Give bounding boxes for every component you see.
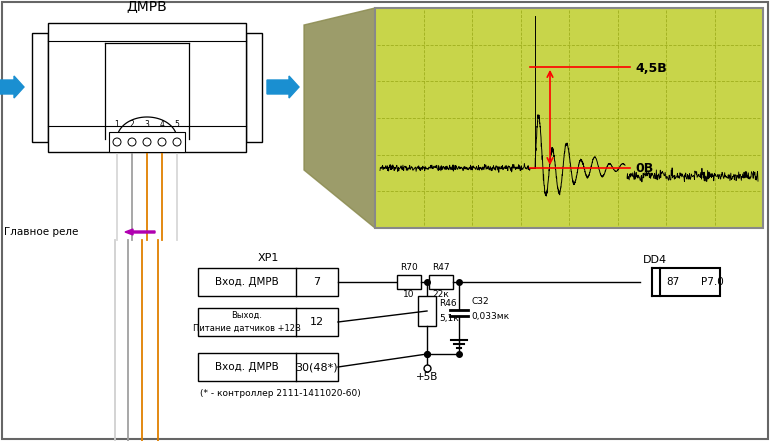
- Text: 10: 10: [403, 290, 415, 299]
- Circle shape: [113, 138, 121, 146]
- Bar: [375, 8, 763, 228]
- Text: (* - контроллер 2111-1411020-60): (* - контроллер 2111-1411020-60): [200, 389, 361, 398]
- Text: R70: R70: [400, 263, 418, 272]
- Bar: [429, 275, 453, 289]
- FancyArrow shape: [125, 229, 155, 235]
- Text: 2: 2: [129, 120, 135, 129]
- Text: Вход. ДМРВ: Вход. ДМРВ: [215, 277, 279, 287]
- FancyArrow shape: [0, 76, 24, 98]
- Bar: [198, 308, 338, 336]
- Bar: [198, 353, 338, 381]
- Text: 87: 87: [666, 277, 679, 287]
- Circle shape: [128, 138, 136, 146]
- Bar: [32, 33, 48, 142]
- Text: 0,033мк: 0,033мк: [471, 311, 509, 321]
- Text: 4: 4: [159, 120, 165, 129]
- Text: 30(48*): 30(48*): [296, 362, 338, 372]
- Bar: [418, 296, 436, 326]
- Text: 5: 5: [175, 120, 179, 129]
- Text: ДМРВ: ДМРВ: [126, 0, 167, 13]
- Text: 5,1к: 5,1к: [439, 314, 459, 322]
- Bar: [397, 275, 421, 289]
- Text: 22к: 22к: [433, 290, 450, 299]
- Text: P7.0: P7.0: [701, 277, 723, 287]
- Text: Выход.: Выход.: [232, 311, 263, 320]
- Circle shape: [173, 138, 181, 146]
- Bar: [198, 268, 338, 296]
- Bar: [109, 132, 185, 152]
- Text: 0В: 0В: [635, 162, 653, 176]
- Text: 4,5В: 4,5В: [635, 61, 667, 75]
- Text: +5В: +5В: [416, 372, 438, 382]
- Text: 12: 12: [310, 317, 324, 327]
- Polygon shape: [304, 8, 375, 228]
- Text: R47: R47: [432, 263, 450, 272]
- Circle shape: [158, 138, 166, 146]
- Text: 7: 7: [313, 277, 320, 287]
- Text: 3: 3: [145, 120, 149, 129]
- Text: Питание датчиков +12В: Питание датчиков +12В: [193, 324, 301, 333]
- Text: R46: R46: [439, 299, 457, 309]
- Text: DD4: DD4: [643, 255, 667, 265]
- Bar: [246, 33, 262, 142]
- Bar: [660, 268, 720, 296]
- Circle shape: [143, 138, 151, 146]
- FancyArrow shape: [267, 76, 299, 98]
- Bar: [48, 23, 246, 152]
- Text: С32: С32: [471, 298, 489, 306]
- Text: ХР1: ХР1: [257, 253, 279, 263]
- Text: Главное реле: Главное реле: [4, 227, 79, 237]
- Text: 1: 1: [115, 120, 119, 129]
- Text: Вход. ДМРВ: Вход. ДМРВ: [215, 362, 279, 372]
